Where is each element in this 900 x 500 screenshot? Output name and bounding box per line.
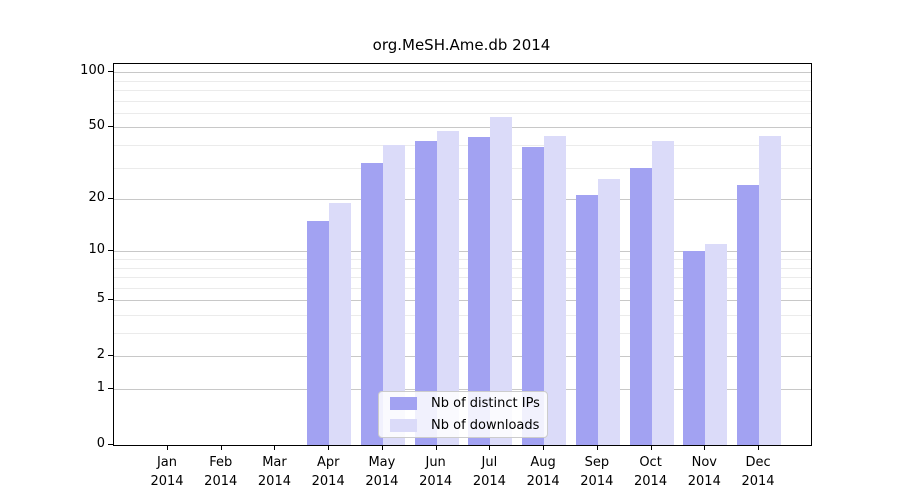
bar-ips-jun	[414, 141, 437, 445]
x-tick-label-apr: Apr 2014	[311, 455, 345, 489]
y-tick-mark	[108, 355, 113, 357]
x-tick-mark	[274, 445, 276, 450]
bar-ips-nov	[683, 251, 706, 445]
x-tick-label-may: May 2014	[365, 455, 399, 489]
gridline-50	[114, 127, 811, 129]
x-tick-mark	[596, 445, 598, 450]
y-tick-label-10: 10	[88, 242, 105, 258]
x-tick-label-feb: Feb 2014	[204, 455, 238, 489]
gridline-70	[114, 100, 811, 102]
gridline-90	[114, 80, 811, 82]
bar-downloads-jun	[436, 130, 459, 445]
x-tick-mark	[489, 445, 491, 450]
legend-swatch-distinct-ips	[390, 397, 417, 410]
gridline-2	[114, 356, 811, 358]
x-tick-label-jul: Jul 2014	[472, 455, 506, 489]
gridline-40	[114, 144, 811, 146]
legend: Nb of distinct IPs Nb of downloads	[378, 391, 548, 438]
bar-downloads-aug	[544, 135, 567, 445]
y-tick-label-0: 0	[96, 436, 105, 451]
x-tick-mark	[328, 445, 330, 450]
y-tick-mark	[108, 198, 113, 199]
y-tick-mark	[108, 250, 113, 252]
y-tick-label-100: 100	[80, 63, 105, 79]
bar-downloads-jul	[490, 116, 513, 445]
y-tick-mark	[108, 299, 113, 301]
y-tick-mark	[108, 126, 113, 128]
gridline-5	[114, 300, 811, 302]
bar-ips-aug	[522, 146, 545, 445]
gridline-100	[114, 72, 811, 74]
x-tick-mark	[543, 445, 545, 450]
legend-label-downloads: Nb of downloads	[431, 418, 540, 433]
bar-downloads-dec	[759, 135, 781, 445]
x-tick-mark	[758, 445, 760, 450]
x-tick-label-jun: Jun 2014	[419, 455, 453, 489]
x-tick-label-dec: Dec 2014	[741, 455, 775, 489]
y-tick-mark	[108, 444, 113, 445]
x-tick-mark	[435, 445, 437, 450]
x-tick-label-sep: Sep 2014	[580, 455, 614, 489]
bar-downloads-oct	[651, 141, 674, 445]
bar-ips-dec	[737, 184, 759, 445]
plot-area: Nb of distinct IPs Nb of downloads	[113, 63, 812, 446]
legend-swatch-downloads	[390, 419, 417, 432]
x-tick-label-oct: Oct 2014	[634, 455, 668, 489]
y-tick-label-2: 2	[96, 347, 105, 363]
bar-ips-may	[360, 162, 383, 445]
bar-downloads-nov	[705, 244, 728, 445]
bar-downloads-apr	[329, 202, 352, 445]
legend-row-ips: Nb of distinct IPs	[390, 396, 547, 411]
legend-label-distinct-ips: Nb of distinct IPs	[431, 396, 540, 411]
x-tick-mark	[650, 445, 652, 450]
gridline-60	[114, 112, 811, 114]
x-tick-label-aug: Aug 2014	[526, 455, 560, 489]
bar-ips-sep	[575, 195, 598, 445]
gridline-6	[114, 287, 811, 289]
bar-downloads-may	[382, 144, 405, 445]
x-tick-label-mar: Mar 2014	[257, 455, 291, 489]
y-tick-mark	[108, 71, 113, 73]
gridline-3	[114, 333, 811, 334]
y-tick-mark	[108, 387, 113, 389]
y-tick-label-5: 5	[96, 291, 105, 307]
gridline-10	[114, 251, 811, 253]
bar-ips-oct	[629, 167, 652, 445]
chart-title: org.MeSH.Ame.db 2014	[372, 36, 551, 54]
gridline-80	[114, 89, 811, 91]
x-tick-label-jan: Jan 2014	[150, 455, 184, 489]
gridline-30	[114, 167, 811, 169]
bar-ips-jul	[468, 137, 491, 445]
x-tick-mark	[381, 445, 383, 450]
x-tick-mark	[167, 445, 168, 450]
gridline-20	[114, 199, 811, 200]
x-tick-label-nov: Nov 2014	[687, 455, 721, 489]
gridline-1	[114, 389, 811, 390]
y-tick-label-1: 1	[96, 379, 105, 395]
y-tick-label-20: 20	[88, 190, 105, 205]
gridline-9	[114, 259, 811, 260]
gridline-8	[114, 267, 811, 269]
bar-ips-apr	[307, 221, 330, 445]
y-tick-label-50: 50	[88, 118, 105, 134]
x-tick-mark	[704, 445, 706, 450]
gridline-7	[114, 277, 811, 278]
legend-row-downloads: Nb of downloads	[390, 418, 547, 433]
x-tick-mark	[220, 445, 222, 450]
gridline-4	[114, 315, 811, 316]
bar-downloads-sep	[597, 178, 620, 445]
